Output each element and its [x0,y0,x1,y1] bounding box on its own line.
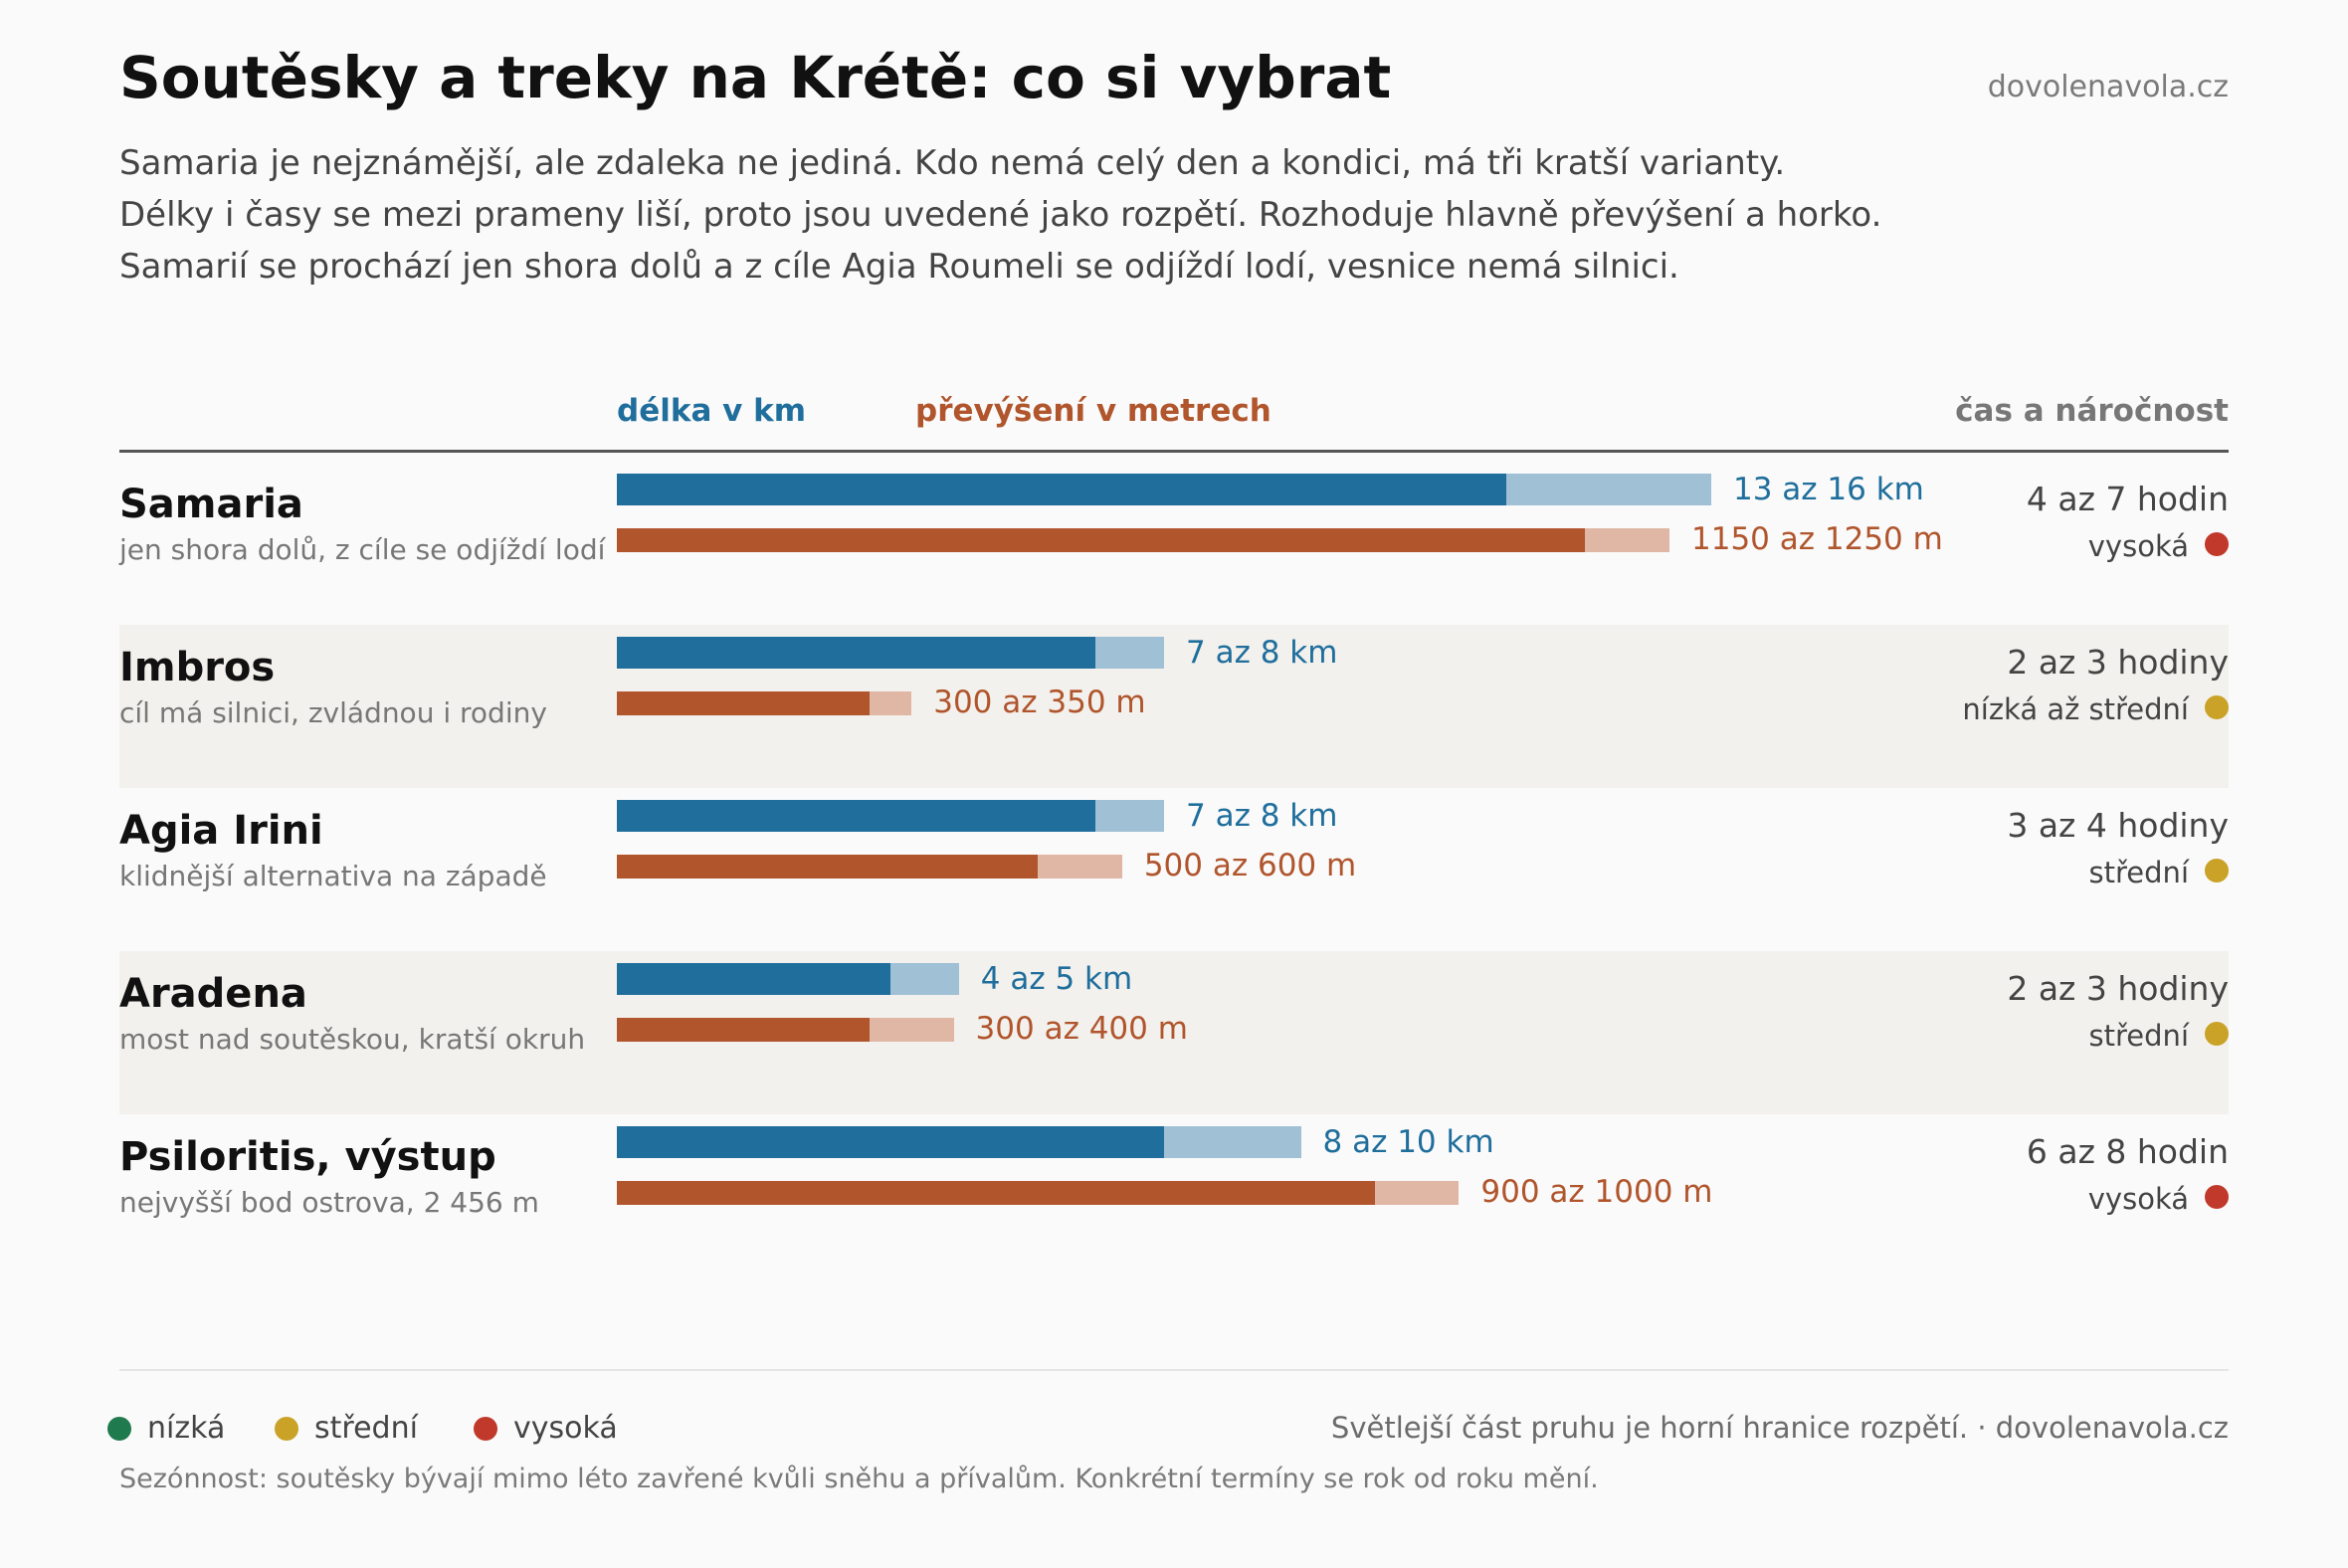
length-value-label: 13 az 16 km [1733,472,1924,507]
difficulty-dot [2205,1185,2229,1209]
row-time: 4 az 7 hodin [2026,480,2229,518]
row-note: jen shora dolů, z cíle se odjíždí lodí [119,533,606,566]
row-name: Aradena [119,971,307,1017]
chart-row: Samaria jen shora dolů, z cíle se odjíždí… [119,462,2229,625]
footer-divider [119,1369,2229,1371]
difficulty-dot [2205,1022,2229,1046]
bar-length-min [617,800,1096,832]
chart-row: Psiloritis, výstup nejvyšší bod ostrova, … [119,1114,2229,1277]
row-time: 3 az 4 hodiny [2007,806,2229,845]
row-difficulty: vysoká [2087,529,2189,563]
brand-label: dovolenavola.cz [1987,70,2229,104]
legend-dot-stredni [275,1417,298,1441]
row-name: Imbros [119,645,276,690]
subtitle-line: Samarií se prochází jen shora dolů a z c… [119,247,1679,287]
difficulty-dot [2205,695,2229,719]
footer-caption: Světlejší část pruhu je horní hranice ro… [1330,1411,2229,1445]
bar-length-min [617,1126,1164,1158]
subtitle-line: Samaria je nejznámější, ale zdaleka ne j… [119,143,1786,183]
row-name: Samaria [119,482,303,527]
footer-note: Sezónnost: soutěsky bývají mimo léto zav… [119,1464,1599,1494]
row-time: 2 az 3 hodiny [2007,643,2229,682]
chart-subtitle: Samaria je nejznámější, ale zdaleka ne j… [119,137,1881,293]
bar-elevation-min [617,691,870,715]
row-difficulty: střední [2088,1019,2189,1053]
row-note: cíl má silnici, zvládnou i rodiny [119,696,547,729]
chart-row: Imbros cíl má silnici, zvládnou i rodiny 7… [119,625,2229,788]
row-name: Psiloritis, výstup [119,1134,496,1180]
elevation-value-label: 300 az 400 m [975,1011,1188,1047]
row-difficulty: nízká až střední [1962,692,2189,726]
legend-dot-nizka [107,1417,131,1441]
length-value-label: 7 az 8 km [1186,635,1338,671]
row-difficulty: vysoká [2087,1182,2189,1216]
legend-dot-vysoka [474,1417,497,1441]
difficulty-dot [2205,532,2229,556]
elevation-value-label: 1150 az 1250 m [1691,521,1943,557]
length-value-label: 7 az 8 km [1186,798,1338,834]
chart-row: Agia Irini klidnější alternativa na západ… [119,788,2229,951]
subtitle-line: Délky i časy se mezi prameny liší, proto… [119,195,1882,235]
column-header-length: délka v km [617,393,807,429]
elevation-value-label: 900 az 1000 m [1480,1174,1713,1210]
chart-row: Aradena most nad soutěskou, kratší okruh 4… [119,951,2229,1114]
elevation-value-label: 500 az 600 m [1143,848,1357,883]
bar-elevation-min [617,855,1039,879]
row-note: nejvyšší bod ostrova, 2 456 m [119,1186,539,1219]
legend-label-stredni: střední [314,1411,418,1446]
row-name: Agia Irini [119,808,323,854]
legend-label-nizka: nízká [147,1411,226,1446]
bar-elevation-min [617,528,1586,552]
column-header-elevation: převýšení v metrech [915,393,1272,429]
difficulty-dot [2205,859,2229,882]
length-value-label: 8 az 10 km [1322,1124,1494,1160]
bar-length-min [617,637,1096,669]
bar-elevation-min [617,1181,1375,1205]
row-time: 2 az 3 hodiny [2007,969,2229,1008]
header-divider [119,450,2229,453]
row-difficulty: střední [2088,856,2189,889]
column-header-time: čas a náročnost [1955,393,2229,429]
bar-elevation-min [617,1018,870,1042]
chart-title: Soutěsky a treky na Krétě: co si vybrat [119,44,1392,111]
bar-length-min [617,963,890,995]
row-note: most nad soutěskou, kratší okruh [119,1023,586,1056]
row-note: klidnější alternativa na západě [119,860,547,892]
legend-label-vysoka: vysoká [513,1411,618,1446]
bar-length-min [617,474,1506,505]
row-time: 6 az 8 hodin [2026,1132,2229,1171]
length-value-label: 4 az 5 km [980,961,1133,997]
elevation-value-label: 300 az 350 m [933,685,1146,720]
